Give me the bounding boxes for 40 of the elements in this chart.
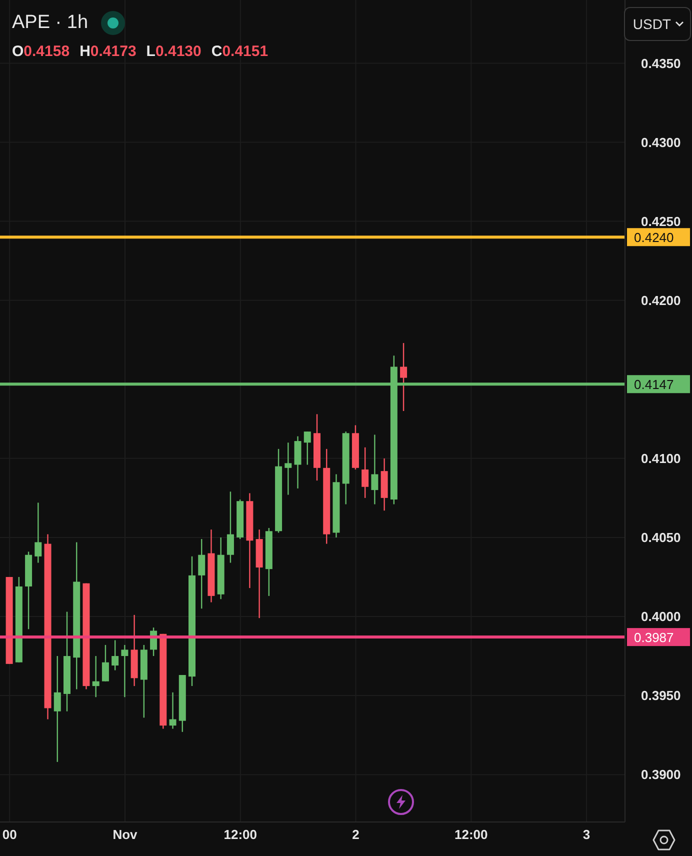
candlestick xyxy=(226,491,234,564)
ref-line-label: 0.4240 xyxy=(634,230,674,246)
x-tick-label: 12:00 xyxy=(454,827,488,842)
candlestick xyxy=(284,442,292,496)
y-tick-label: 0.4200 xyxy=(641,292,681,308)
candlestick xyxy=(294,436,302,490)
x-tick-label: 2 xyxy=(352,827,360,842)
unit-dropdown: USDT xyxy=(624,7,691,41)
annotation: O0.4158 xyxy=(12,43,70,60)
x-tick-label: 00 xyxy=(2,827,17,842)
ref-line-label: 0.3987 xyxy=(634,630,674,646)
annotation: L0.4130 xyxy=(146,43,202,60)
candlestick xyxy=(198,538,206,610)
candlestick xyxy=(169,692,176,730)
candlestick xyxy=(362,446,369,499)
y-axis-title: USDT xyxy=(632,16,671,32)
y-tick-label: 0.4100 xyxy=(641,451,681,466)
y-tick-label: 0.4350 xyxy=(641,56,681,71)
x-tick-label: 12:00 xyxy=(224,827,258,842)
candlestick xyxy=(92,655,100,698)
x-tick-label: Nov xyxy=(112,827,138,842)
candlestick xyxy=(121,644,128,698)
annotation: H0.4173 xyxy=(80,43,136,60)
candlestick xyxy=(371,434,378,505)
candlestick xyxy=(112,640,119,671)
candlestick xyxy=(54,655,61,763)
y-tick-label: 0.4300 xyxy=(641,134,681,150)
y-tick-label: 0.3950 xyxy=(641,688,681,704)
y-tick-label: 0.4000 xyxy=(641,609,681,624)
y-tick-label: 0.4050 xyxy=(641,530,681,546)
text: APE · 1h xyxy=(12,12,88,34)
y-tick-label: 0.3900 xyxy=(641,767,681,782)
candlestick xyxy=(34,502,42,564)
y-tick-label: 0.4250 xyxy=(641,214,681,229)
candlestick xyxy=(304,430,311,466)
ref-line-label: 0.4147 xyxy=(634,377,674,392)
candlestick xyxy=(400,342,408,412)
candlestick xyxy=(102,644,109,682)
x-tick-label: 3 xyxy=(582,827,590,842)
annotation: C0.4151 xyxy=(211,43,268,60)
